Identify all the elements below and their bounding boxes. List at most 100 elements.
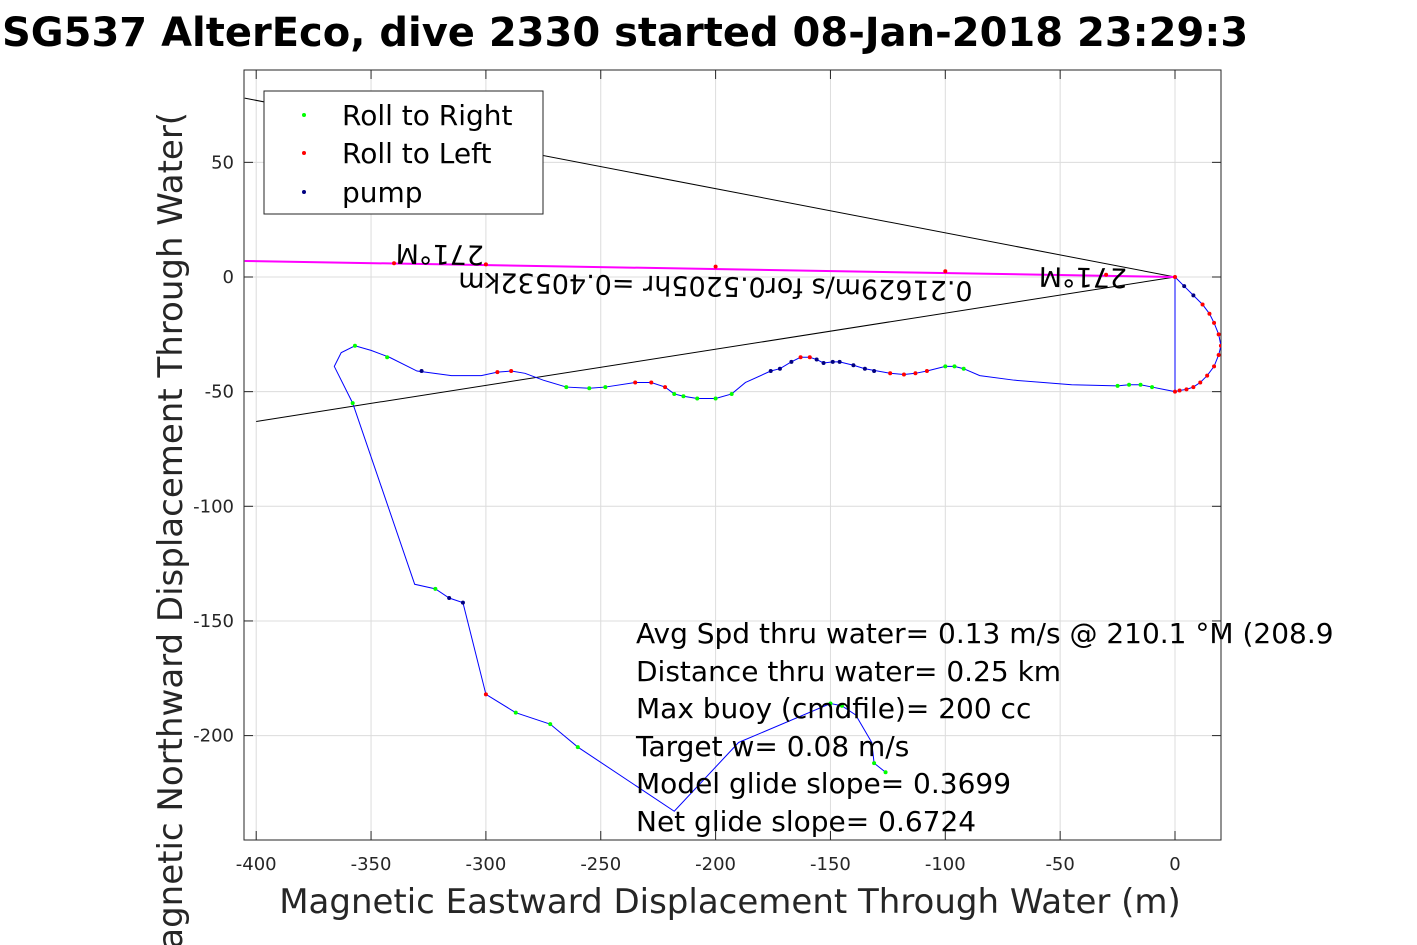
chart-title: SG537 AlterEco, dive 2330 started 08-Jan… (2, 10, 1248, 56)
roll-left-point (1207, 311, 1212, 316)
roll-left-markers (392, 261, 1221, 697)
roll-right-point (352, 343, 357, 348)
legend-roll-right-marker (302, 113, 306, 117)
pump-markers (419, 284, 1196, 605)
current-line (244, 259, 1176, 278)
roll-right-point (1150, 385, 1155, 390)
roll-left-point (392, 261, 397, 266)
y-tick-label: -150 (193, 611, 234, 632)
roll-left-point (1104, 272, 1109, 277)
roll-left-point (1212, 364, 1217, 369)
x-tick-label: -100 (925, 854, 966, 875)
roll-left-point (924, 369, 929, 374)
pump-point (777, 366, 782, 371)
y-tick-label: -100 (193, 496, 234, 517)
roll-left-point (1173, 275, 1177, 279)
pump-point (837, 359, 842, 364)
roll-right-point (587, 386, 592, 391)
pump-point (1191, 293, 1196, 298)
stat-model-glide-slope: Model glide slope= 0.3699 (636, 767, 1011, 800)
bearing-line (256, 276, 1176, 422)
roll-left-point (1177, 388, 1182, 393)
roll-right-point (564, 385, 569, 390)
roll-left-point (495, 370, 500, 375)
track-line (333, 275, 1221, 812)
y-tick-label: 0 (223, 267, 234, 288)
x-tick-label: -200 (695, 854, 736, 875)
roll-right-point (713, 396, 718, 401)
roll-right-point (350, 401, 355, 406)
roll-left-point (649, 380, 654, 385)
roll-right-point (672, 391, 677, 396)
roll-left-point (807, 355, 812, 360)
heading-annotation: 271°M (1039, 260, 1128, 293)
stat-target-w: Target w= 0.08 m/s (635, 730, 909, 763)
pump-point (447, 596, 452, 601)
stat-avg-speed: Avg Spd thru water= 0.13 m/s @ 210.1 °M … (636, 617, 1334, 650)
pump-point (821, 360, 826, 365)
roll-left-point (1205, 373, 1210, 378)
roll-left-point (663, 385, 668, 390)
pump-point (830, 359, 835, 364)
roll-right-point (872, 761, 877, 766)
roll-right-point (943, 364, 948, 369)
stat-net-glide-slope: Net glide slope= 0.6724 (636, 805, 976, 838)
x-tick-label: -400 (236, 854, 277, 875)
x-tick-label: -150 (810, 854, 851, 875)
stat-distance: Distance thru water= 0.25 km (636, 655, 1061, 688)
roll-right-point (828, 701, 833, 706)
roll-left-point (1200, 302, 1205, 307)
roll-left-point (943, 269, 948, 274)
pump-point (814, 357, 819, 362)
y-axis-label: Magnetic Northward Displacement Through … (151, 112, 191, 945)
y-tick-label: -50 (205, 382, 234, 403)
roll-right-point (575, 745, 580, 750)
pump-point (872, 369, 877, 374)
roll-right-point (513, 710, 518, 715)
y-tick-label: -200 (193, 726, 234, 747)
roll-left-point (1184, 387, 1189, 392)
legend-pump-marker (302, 190, 306, 194)
plot-area-frame (243, 69, 1222, 841)
pump-point (789, 359, 794, 364)
roll-left-point (901, 372, 906, 377)
roll-right-point (839, 703, 844, 708)
roll-right-point (603, 385, 608, 390)
roll-right-point (1115, 383, 1120, 388)
roll-left-point (1173, 389, 1177, 394)
roll-left-point (1191, 385, 1196, 390)
pump-point (851, 363, 856, 368)
roll-left-point (1212, 320, 1217, 325)
x-tick-label: -350 (351, 854, 392, 875)
roll-right-point (729, 391, 734, 396)
axis-ticks: -400 -350 -300 -250 -200 -150 -100 -50 0 50 0 -50 -1… (193, 70, 1221, 875)
roll-right-point (681, 394, 686, 399)
roll-right-point (548, 722, 553, 727)
glider-track (333, 275, 1221, 812)
legend-roll-left-marker (302, 151, 306, 155)
stat-max-buoy: Max buoy (cmdfile)= 200 cc (636, 692, 1031, 725)
legend-roll-left-label: Roll to Left (342, 137, 491, 170)
grid-lines (244, 70, 1221, 840)
roll-left-point (483, 692, 488, 697)
x-tick-label: -300 (465, 854, 506, 875)
roll-left-point (1198, 380, 1203, 385)
roll-right-markers (350, 343, 1155, 775)
roll-left-point (1216, 332, 1221, 337)
legend-pump-label: pump (342, 176, 423, 209)
roll-right-point (695, 396, 700, 401)
x-axis-label: Magnetic Eastward Displacement Through W… (279, 882, 1181, 922)
dive-statistics: Avg Spd thru water= 0.13 m/s @ 210.1 °M … (635, 617, 1334, 838)
x-tick-label: 0 (1169, 854, 1180, 875)
pump-point (768, 369, 773, 374)
legend-roll-right-label: Roll to Right (342, 99, 513, 132)
roll-left-point (713, 264, 718, 269)
roll-right-point (1138, 382, 1143, 387)
pump-point (1182, 284, 1187, 289)
roll-left-point (888, 371, 893, 376)
current-vector (244, 259, 1176, 278)
pump-point (862, 366, 867, 371)
